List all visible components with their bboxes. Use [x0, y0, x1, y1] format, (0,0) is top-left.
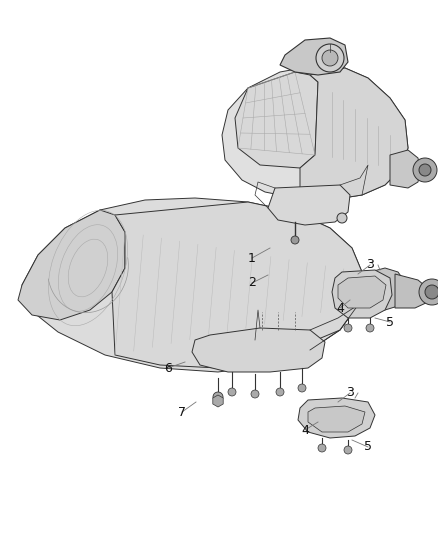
Circle shape [425, 285, 438, 299]
Text: 1: 1 [248, 252, 256, 264]
Text: 6: 6 [164, 361, 172, 375]
Text: 5: 5 [364, 440, 372, 454]
Circle shape [316, 44, 344, 72]
Polygon shape [298, 398, 375, 438]
Text: 4: 4 [336, 302, 344, 314]
Text: 2: 2 [248, 277, 256, 289]
Polygon shape [268, 185, 350, 225]
Text: 5: 5 [386, 316, 394, 328]
Polygon shape [18, 210, 125, 320]
Circle shape [213, 392, 223, 402]
Polygon shape [352, 268, 405, 310]
Circle shape [344, 324, 352, 332]
Circle shape [419, 279, 438, 305]
Text: 7: 7 [178, 406, 186, 418]
Circle shape [322, 50, 338, 66]
Polygon shape [222, 65, 408, 200]
Polygon shape [308, 406, 365, 432]
Text: 3: 3 [366, 259, 374, 271]
Polygon shape [213, 395, 223, 407]
Polygon shape [332, 270, 392, 318]
Circle shape [344, 446, 352, 454]
Circle shape [318, 444, 326, 452]
Polygon shape [22, 198, 362, 372]
Polygon shape [235, 72, 318, 168]
Circle shape [291, 236, 299, 244]
Text: 3: 3 [346, 386, 354, 400]
Polygon shape [395, 274, 430, 308]
Circle shape [298, 384, 306, 392]
Circle shape [366, 324, 374, 332]
Polygon shape [338, 276, 386, 308]
Polygon shape [112, 202, 362, 368]
Text: 4: 4 [301, 424, 309, 437]
Polygon shape [300, 68, 408, 200]
Polygon shape [390, 150, 420, 188]
Polygon shape [280, 38, 348, 75]
Circle shape [413, 158, 437, 182]
Circle shape [251, 390, 259, 398]
Circle shape [276, 388, 284, 396]
Circle shape [337, 213, 347, 223]
Polygon shape [192, 328, 325, 372]
Circle shape [228, 388, 236, 396]
Circle shape [419, 164, 431, 176]
